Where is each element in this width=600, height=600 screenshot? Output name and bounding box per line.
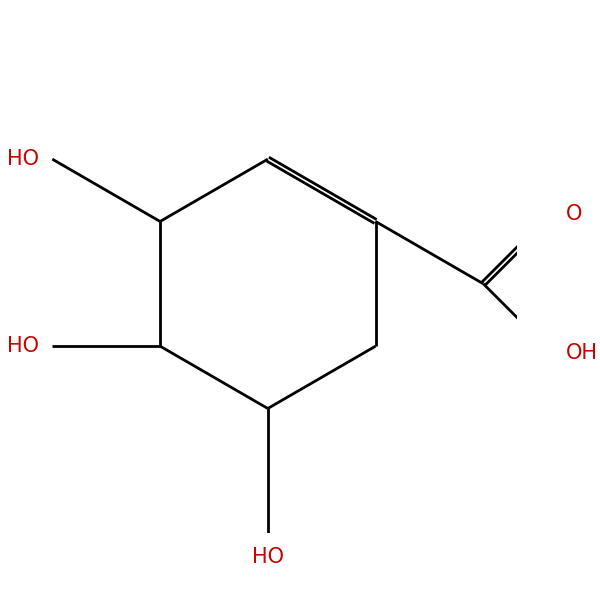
Text: OH: OH [566, 343, 598, 363]
Text: HO: HO [7, 336, 39, 356]
Text: O: O [566, 205, 583, 224]
Text: HO: HO [252, 547, 284, 566]
Text: HO: HO [7, 149, 39, 169]
